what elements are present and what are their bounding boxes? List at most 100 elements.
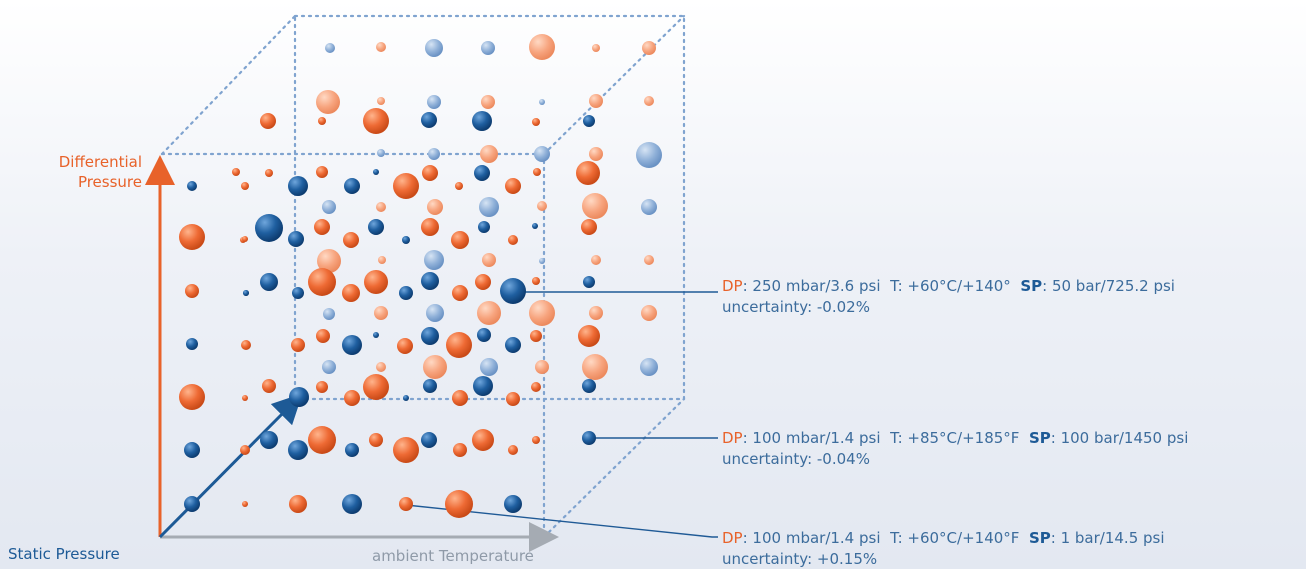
callout-2-dp-key: DP — [722, 429, 743, 447]
callout-1-sp-key: SP — [1020, 277, 1043, 295]
sensor-point-sphere — [288, 440, 308, 460]
sensor-point-sphere — [402, 236, 410, 244]
sensor-point-sphere — [289, 495, 307, 513]
sensor-point-sphere — [262, 379, 276, 393]
sensor-point-sphere — [532, 436, 540, 444]
sensor-point-sphere — [589, 94, 603, 108]
sensor-point-sphere — [641, 199, 657, 215]
sensor-point-sphere — [508, 235, 518, 245]
sensor-point-sphere — [532, 223, 538, 229]
sensor-point-sphere — [539, 99, 545, 105]
cube-edges — [160, 14, 686, 539]
callout-1-temperature: T: +60°C/+140° — [890, 277, 1011, 295]
sensor-point-sphere — [477, 301, 501, 325]
callout-1-line1: DP: 250 mbar/3.6 psi T: +60°C/+140° SP: … — [722, 276, 1175, 297]
sensor-point-sphere — [260, 113, 276, 129]
cube-back-face — [293, 14, 686, 401]
sensor-point-sphere — [376, 202, 386, 212]
sensor-point-sphere — [539, 258, 545, 264]
sensor-point-sphere — [481, 41, 495, 55]
sensor-points — [179, 34, 662, 518]
sensor-point-sphere — [291, 338, 305, 352]
sensor-point-sphere — [288, 176, 308, 196]
sensor-point-sphere — [374, 306, 388, 320]
sensor-point-sphere — [376, 362, 386, 372]
sensor-point-sphere — [530, 330, 542, 342]
sensor-point-sphere — [345, 443, 359, 457]
sensor-point-sphere — [184, 496, 200, 512]
sensor-point-sphere — [427, 95, 441, 109]
differential-pressure-label: Differential Pressure — [20, 152, 142, 192]
cube-edge-top-left — [160, 14, 297, 156]
sensor-point-sphere — [368, 219, 384, 235]
cube-edge-top-right — [542, 14, 686, 156]
sensor-point-sphere — [583, 115, 595, 127]
sensor-point-sphere — [316, 90, 340, 114]
callout-2-sp-key: SP — [1028, 429, 1051, 447]
sensor-point-sphere — [480, 358, 498, 376]
sensor-point-sphere — [531, 382, 541, 392]
sensor-point-sphere — [323, 308, 335, 320]
sensor-point-sphere — [422, 165, 438, 181]
sensor-point-sphere — [344, 390, 360, 406]
sensor-point-sphere — [537, 201, 547, 211]
sensor-point-sphere — [316, 329, 330, 343]
sensor-point-sphere — [260, 273, 278, 291]
sensor-point-sphere — [421, 327, 439, 345]
sensor-point-sphere — [378, 256, 386, 264]
sensor-point-sphere — [482, 253, 496, 267]
sensor-point-sphere — [241, 340, 251, 350]
sensor-point-sphere — [399, 497, 413, 511]
callout-2-sp-value: : 100 bar/1450 psi — [1050, 429, 1189, 447]
sensor-point-sphere — [377, 97, 385, 105]
static-pressure-axis — [158, 393, 303, 539]
sensor-point-sphere — [533, 168, 541, 176]
sensor-point-sphere — [185, 284, 199, 298]
callout-1: DP: 250 mbar/3.6 psi T: +60°C/+140° SP: … — [722, 276, 1175, 318]
sensor-point-sphere — [481, 95, 495, 109]
sensor-point-sphere — [403, 395, 409, 401]
sensor-point-sphere — [479, 197, 499, 217]
sensor-point-sphere — [232, 168, 240, 176]
sensor-point-sphere — [179, 224, 205, 250]
sensor-point-sphere — [446, 332, 472, 358]
sensor-point-sphere — [316, 381, 328, 393]
sensor-point-sphere — [642, 41, 656, 55]
sensor-point-sphere — [288, 231, 304, 247]
sensor-point-sphere — [451, 231, 469, 249]
sensor-point-sphere — [241, 182, 249, 190]
sensor-point-sphere — [292, 287, 304, 299]
sensor-point-sphere — [393, 437, 419, 463]
sensor-point-sphere — [243, 290, 249, 296]
sensor-point-sphere — [474, 165, 490, 181]
sensor-point-sphere — [455, 182, 463, 190]
sensor-point-sphere — [187, 181, 197, 191]
sensor-point-sphere — [318, 117, 326, 125]
sensor-point-sphere — [289, 387, 309, 407]
sensor-point-sphere — [255, 214, 283, 242]
sensor-point-sphere — [636, 142, 662, 168]
sensor-point-sphere — [308, 268, 336, 296]
sensor-point-sphere — [314, 219, 330, 235]
callout-3-temperature: T: +60°C/+140°F — [890, 529, 1020, 547]
sensor-point-sphere — [532, 118, 540, 126]
sensor-point-sphere — [508, 445, 518, 455]
sensor-point-sphere — [582, 379, 596, 393]
sensor-point-sphere — [532, 277, 540, 285]
sensor-point-sphere — [363, 374, 389, 400]
sensor-point-sphere — [423, 355, 447, 379]
sensor-point-sphere — [582, 193, 608, 219]
cube-edge-bottom-right — [542, 397, 686, 539]
callout-3-dp-value: : 100 mbar/1.4 psi — [742, 529, 881, 547]
sensor-point-sphere — [535, 360, 549, 374]
sensor-point-sphere — [641, 305, 657, 321]
sensor-point-sphere — [377, 149, 385, 157]
sensor-point-sphere — [529, 34, 555, 60]
sensor-point-sphere — [342, 284, 360, 302]
callout-3-dp-key: DP — [722, 529, 743, 547]
sensor-point-sphere — [578, 325, 600, 347]
sensor-point-sphere — [373, 332, 379, 338]
sensor-point-sphere — [325, 43, 335, 53]
sensor-point-sphere — [421, 432, 437, 448]
